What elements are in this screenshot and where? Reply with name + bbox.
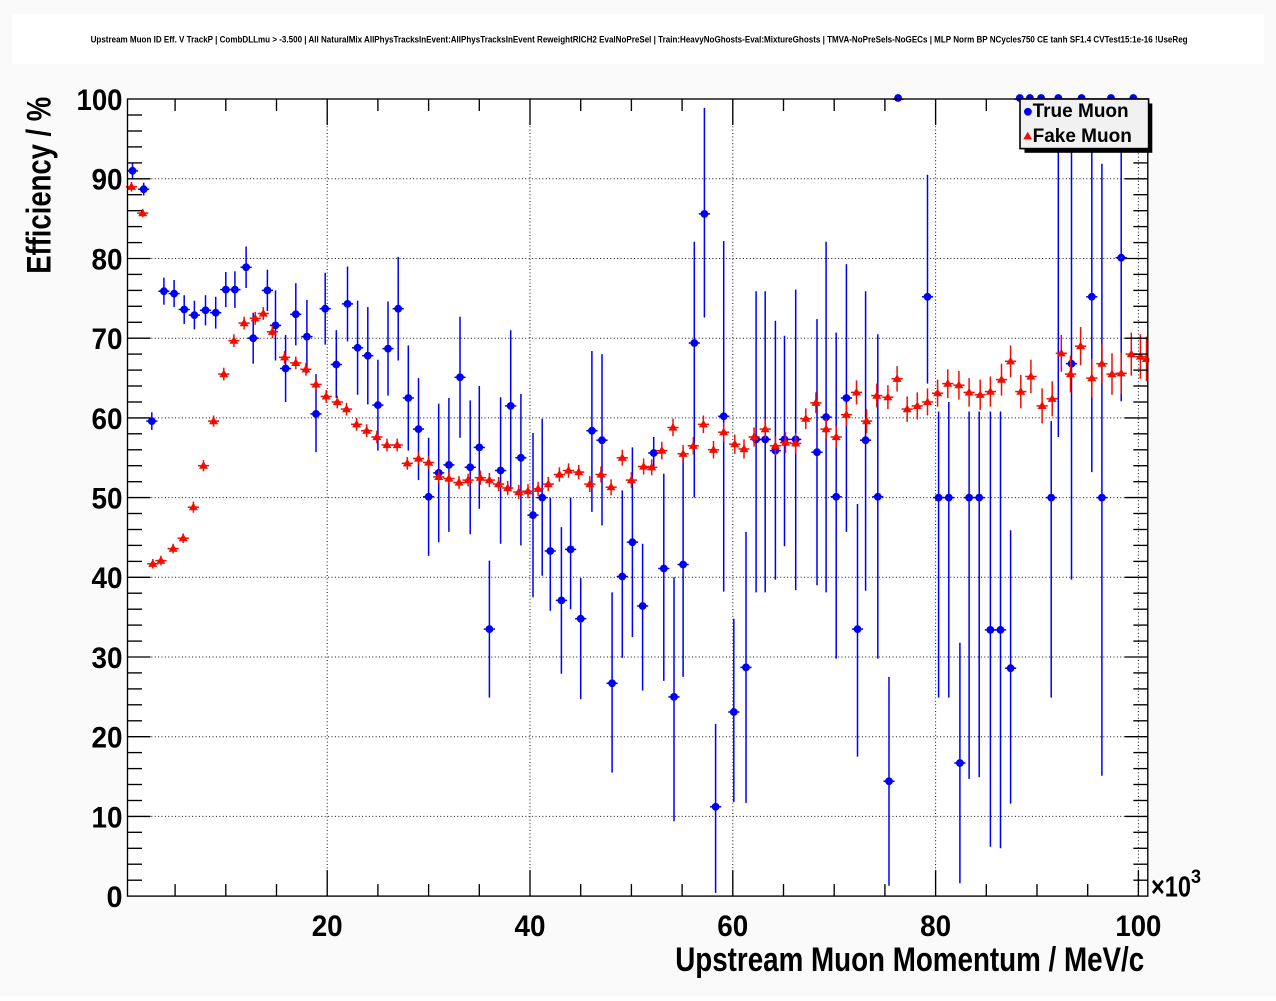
svg-text:0: 0 xyxy=(107,881,123,914)
svg-text:Efficiency / %: Efficiency / % xyxy=(21,97,59,274)
svg-text:Upstream Muon Momentum / MeV/c: Upstream Muon Momentum / MeV/c xyxy=(675,941,1144,979)
svg-text:20: 20 xyxy=(312,910,343,943)
svg-text:50: 50 xyxy=(92,483,123,516)
svg-text:60: 60 xyxy=(92,403,123,436)
svg-text:20: 20 xyxy=(92,722,123,755)
svg-text:10: 10 xyxy=(92,801,123,834)
svg-text:80: 80 xyxy=(920,910,951,943)
svg-text:30: 30 xyxy=(92,642,123,675)
svg-text:40: 40 xyxy=(515,910,546,943)
svg-text:Fake Muon: Fake Muon xyxy=(1033,126,1132,147)
svg-text:100: 100 xyxy=(1115,910,1161,943)
svg-text:40: 40 xyxy=(92,562,123,595)
svg-text:90: 90 xyxy=(92,164,123,197)
svg-text:80: 80 xyxy=(92,243,123,276)
svg-text:×103: ×103 xyxy=(1151,867,1201,904)
svg-text:100: 100 xyxy=(77,84,123,117)
svg-text:Upstream Muon ID Eff. V TrackP: Upstream Muon ID Eff. V TrackP | CombDLL… xyxy=(91,35,1188,45)
svg-text:60: 60 xyxy=(717,910,748,943)
svg-text:70: 70 xyxy=(92,323,123,356)
svg-text:True Muon: True Muon xyxy=(1033,101,1129,122)
